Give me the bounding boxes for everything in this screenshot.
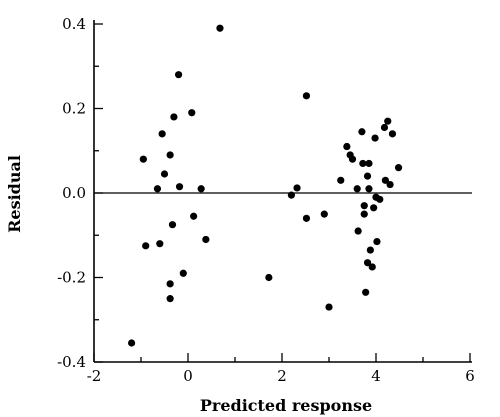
y-tick-label: 0.2: [62, 100, 86, 118]
data-point: [358, 128, 366, 136]
data-point: [265, 273, 273, 282]
data-point: [348, 155, 357, 163]
data-point: [175, 71, 183, 79]
data-point: [354, 227, 362, 235]
data-point: [197, 185, 205, 193]
data-point: [371, 134, 379, 142]
axis-tick-labels: -0.4 -0.2 0.0 0.2 0.4 -2 0 2 4 6: [57, 15, 475, 385]
data-point: [160, 170, 169, 178]
data-point: [363, 259, 372, 267]
data-point: [360, 210, 368, 218]
data-point: [384, 117, 392, 125]
axis-ticks: [93, 23, 471, 363]
data-point: [380, 123, 389, 132]
y-tick-label: -0.2: [57, 269, 86, 287]
x-tick-label: 2: [277, 367, 287, 385]
data-point: [179, 269, 187, 277]
data-point: [362, 288, 370, 296]
data-point: [128, 339, 136, 347]
y-tick-label: 0.4: [62, 15, 86, 33]
y-tick-label: 0.0: [62, 184, 86, 202]
data-point: [320, 210, 328, 218]
data-point: [158, 130, 166, 138]
data-point: [381, 176, 389, 184]
data-point: [190, 212, 198, 220]
data-point: [366, 246, 374, 254]
data-point: [287, 191, 295, 199]
data-point: [394, 164, 403, 172]
data-point: [325, 303, 333, 311]
data-point: [363, 172, 372, 180]
data-point: [343, 142, 351, 151]
data-point: [166, 295, 174, 303]
x-tick-label: 0: [183, 367, 193, 385]
data-point: [156, 240, 164, 248]
data-point: [388, 130, 397, 138]
y-tick-label: -0.4: [57, 353, 86, 371]
data-point: [166, 151, 174, 159]
data-point: [142, 242, 150, 250]
x-tick-label: -2: [87, 367, 102, 385]
y-axis-label: Residual: [5, 155, 24, 233]
data-point: [365, 185, 373, 193]
data-point: [175, 183, 184, 191]
x-tick-label: 4: [371, 367, 381, 385]
data-point: [373, 237, 381, 246]
data-point: [337, 176, 345, 184]
data-point: [370, 204, 378, 212]
data-point: [293, 184, 301, 192]
data-point: [170, 113, 178, 121]
data-point: [168, 221, 177, 229]
data-point: [360, 202, 368, 210]
data-point: [139, 155, 147, 163]
data-point: [386, 180, 394, 189]
data-point: [153, 185, 162, 193]
data-point: [365, 159, 373, 168]
data-point: [368, 263, 376, 271]
data-points: [128, 24, 403, 347]
data-point: [376, 195, 384, 203]
data-point: [302, 92, 311, 100]
data-point: [202, 235, 210, 244]
data-point: [216, 24, 224, 32]
x-tick-label: 6: [465, 367, 475, 385]
data-point: [353, 185, 361, 193]
data-point: [302, 214, 311, 222]
data-point: [359, 159, 367, 168]
data-point: [166, 280, 174, 288]
data-point: [188, 109, 196, 117]
x-axis-label: Predicted response: [200, 396, 372, 415]
